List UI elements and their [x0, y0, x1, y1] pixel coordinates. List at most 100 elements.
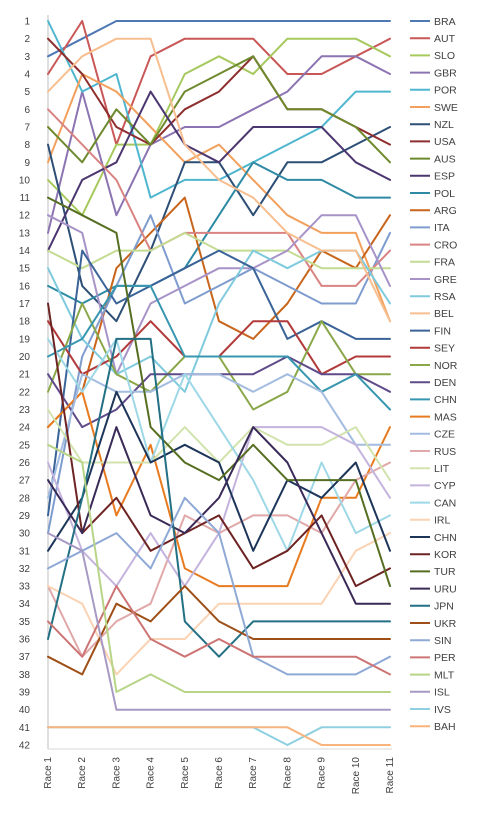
y-tick-label: 17 — [19, 299, 31, 310]
series-line — [47, 161, 391, 305]
legend-label: AUS — [434, 153, 456, 165]
y-tick-label: 31 — [19, 546, 31, 557]
y-tick-label: 39 — [19, 688, 31, 699]
y-tick-label: 16 — [19, 281, 31, 292]
y-tick-label: 22 — [19, 387, 31, 398]
y-tick-label: 2 — [24, 34, 30, 45]
y-tick-label: 40 — [19, 705, 31, 716]
series-line — [47, 214, 391, 535]
y-tick-label: 24 — [19, 423, 31, 434]
y-tick-label: 3 — [24, 52, 30, 63]
series-line — [47, 37, 391, 146]
legend-label: ESP — [434, 171, 455, 183]
series-line — [47, 20, 391, 146]
series-line — [47, 337, 391, 658]
legend-label: URU — [434, 583, 457, 595]
y-tick-label: 18 — [19, 317, 31, 328]
y-tick-label: 32 — [19, 564, 31, 575]
y-tick-label: 8 — [24, 140, 30, 151]
x-tick-label: Race 2 — [77, 757, 88, 789]
legend-label: POR — [434, 85, 457, 97]
x-tick-label: Race 10 — [351, 757, 362, 795]
legend-label: FRA — [434, 257, 455, 269]
y-tick-label: 13 — [19, 228, 31, 239]
legend-label: GBR — [434, 67, 457, 79]
legend-label: FIN — [434, 325, 451, 337]
series-line — [47, 20, 391, 58]
y-tick-label: 11 — [20, 193, 31, 204]
legend-label: LIT — [434, 463, 450, 475]
legend-label: AUT — [434, 33, 456, 45]
y-tick-label: 35 — [19, 617, 31, 628]
legend-label: CHN — [434, 394, 457, 406]
y-tick-label: 41 — [19, 723, 31, 734]
y-tick-label: 7 — [24, 122, 30, 133]
legend-label: USA — [434, 136, 456, 148]
series-line — [47, 55, 391, 234]
series-line — [47, 284, 391, 411]
legend-label: POL — [434, 188, 455, 200]
series-line — [47, 196, 391, 588]
legend-label: RUS — [434, 446, 456, 458]
y-tick-label: 37 — [19, 652, 31, 663]
y-tick-label: 10 — [19, 175, 31, 186]
y-tick-label: 27 — [19, 476, 31, 487]
y-tick-label: 21 — [19, 370, 31, 381]
legend-label: KOR — [434, 549, 457, 561]
y-tick-label: 4 — [24, 69, 30, 80]
series-line — [47, 249, 391, 517]
y-tick-label: 19 — [19, 334, 31, 345]
x-tick-label: Race 11 — [385, 757, 396, 794]
y-tick-label: 6 — [24, 105, 30, 116]
legend-label: NOR — [434, 360, 458, 372]
legend-label: BAH — [434, 721, 456, 733]
series-line — [47, 373, 391, 499]
y-tick-label: 28 — [19, 493, 31, 504]
legend-label: NZL — [434, 119, 454, 131]
y-tick-label: 15 — [19, 264, 31, 275]
legend-label: CYP — [434, 480, 456, 492]
x-tick-label: Race 9 — [317, 757, 328, 789]
series-line — [47, 108, 391, 287]
y-tick-label: 29 — [19, 511, 31, 522]
legend-label: PER — [434, 652, 456, 664]
x-tick-label: Race 3 — [111, 757, 122, 789]
series-line — [47, 214, 391, 376]
x-tick-label: Race 7 — [248, 757, 259, 789]
legend-label: CHN — [434, 532, 457, 544]
series-line — [47, 302, 391, 588]
legend-label: CRO — [434, 239, 457, 251]
x-tick-label: Race 1 — [43, 757, 54, 789]
y-tick-label: 23 — [19, 405, 31, 416]
legend-label: SWE — [434, 102, 458, 114]
legend-label: DEN — [434, 377, 456, 389]
x-tick-label: Race 6 — [214, 757, 225, 789]
legend-label: BEL — [434, 308, 454, 320]
y-tick-label: 20 — [19, 352, 31, 363]
series-line — [47, 90, 391, 252]
legend-label: CZE — [434, 429, 455, 441]
series-line — [47, 726, 391, 746]
y-tick-label: 9 — [24, 158, 30, 169]
series-line — [47, 426, 391, 605]
series-line — [47, 390, 391, 588]
legend-label: SLO — [434, 50, 455, 62]
legend-label: TUR — [434, 566, 456, 578]
series-line — [47, 726, 391, 746]
y-tick-label: 14 — [19, 246, 31, 257]
y-tick-label: 30 — [19, 529, 31, 540]
y-tick-label: 12 — [19, 211, 31, 222]
y-tick-label: 36 — [19, 635, 31, 646]
x-tick-label: Race 5 — [180, 757, 191, 789]
y-tick-label: 5 — [24, 87, 30, 98]
legend-label: CAN — [434, 497, 456, 509]
legend-label: UKR — [434, 618, 457, 630]
legend-label: RSA — [434, 291, 456, 303]
series-line — [47, 532, 391, 676]
legend-label: ISL — [434, 687, 450, 699]
y-tick-label: 25 — [19, 440, 31, 451]
legend-label: BRA — [434, 16, 456, 28]
y-tick-label: 38 — [19, 670, 31, 681]
legend-label: SEY — [434, 343, 455, 355]
x-tick-label: Race 4 — [146, 757, 157, 789]
